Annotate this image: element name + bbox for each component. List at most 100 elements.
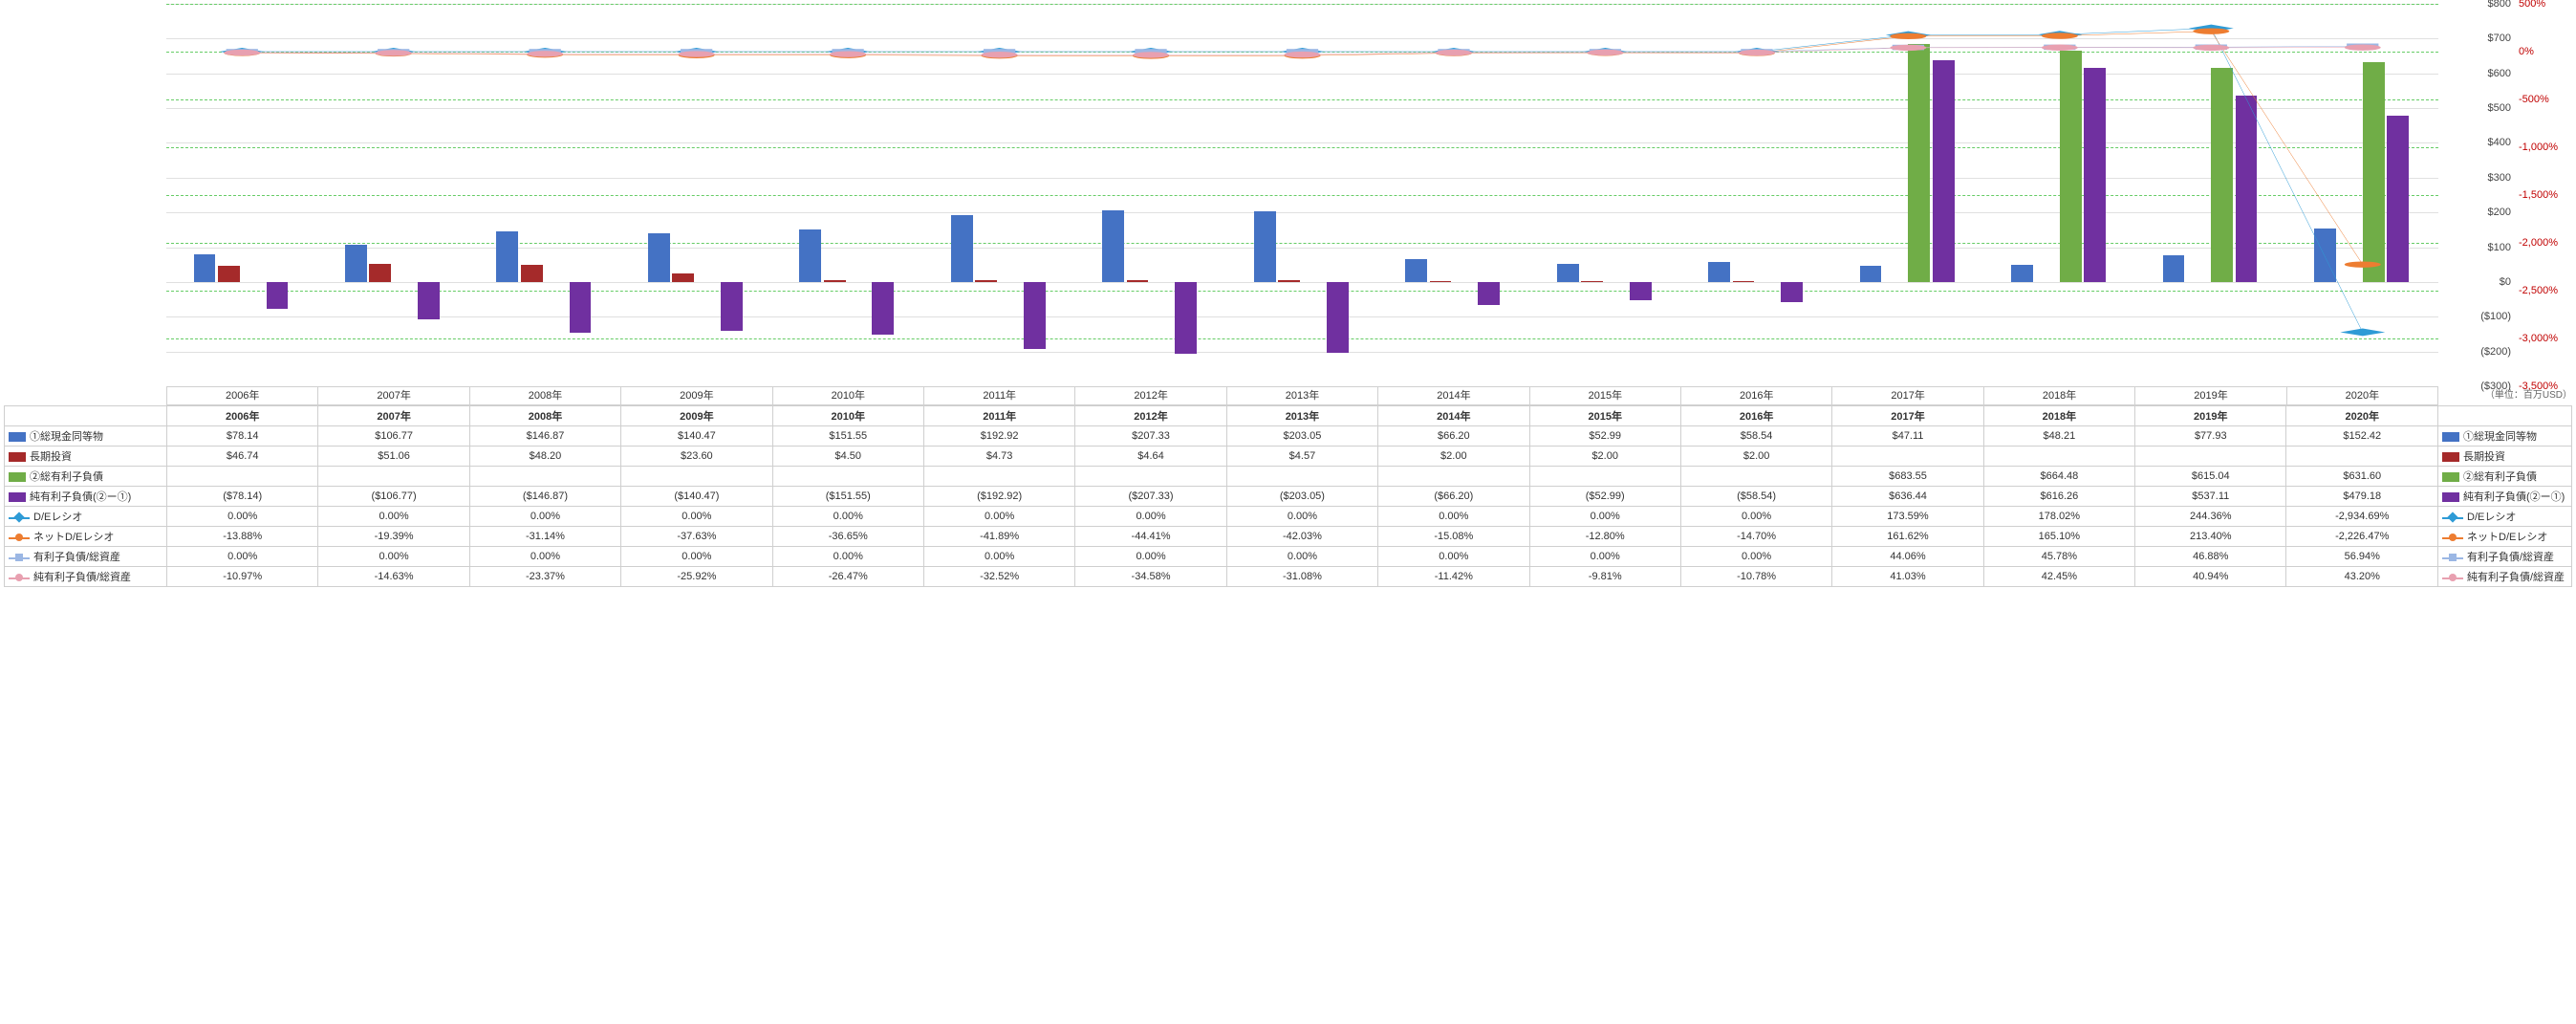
legend-header-blank bbox=[2438, 406, 2572, 426]
x-axis-label: 2010年 bbox=[772, 386, 923, 405]
data-cell: $58.54 bbox=[1680, 426, 1831, 447]
legend-cell: ②総有利子負債 bbox=[2438, 467, 2572, 487]
marker-de bbox=[2340, 329, 2385, 337]
data-cell: -26.47% bbox=[772, 567, 923, 587]
line-de bbox=[242, 29, 2363, 333]
legend-cell: 有利子負債/総資産 bbox=[2438, 547, 2572, 567]
data-cell: -37.63% bbox=[621, 527, 772, 547]
data-cell: 161.62% bbox=[1832, 527, 1983, 547]
row-label: ネットD/Eレシオ bbox=[5, 527, 167, 547]
data-cell: 0.00% bbox=[1378, 507, 1529, 527]
x-axis-label: 2007年 bbox=[317, 386, 468, 405]
legend-cell: D/Eレシオ bbox=[2438, 507, 2572, 527]
data-cell: $47.11 bbox=[1832, 426, 1983, 447]
data-cell: ($52.99) bbox=[1529, 487, 1680, 507]
year-header: 2011年 bbox=[923, 406, 1074, 426]
data-cell: -14.70% bbox=[1680, 527, 1831, 547]
year-header: 2018年 bbox=[1983, 406, 2134, 426]
data-cell: 56.94% bbox=[2286, 547, 2438, 567]
y-left-tick: ($100) bbox=[2457, 311, 2511, 322]
series-name: 純有利子負債/総資産 bbox=[33, 572, 131, 583]
series-name: D/Eレシオ bbox=[33, 512, 82, 523]
data-cell: -2,226.47% bbox=[2286, 527, 2438, 547]
data-cell: 0.00% bbox=[167, 547, 318, 567]
data-cell: 0.00% bbox=[1680, 507, 1831, 527]
x-axis-label: 2011年 bbox=[923, 386, 1074, 405]
data-cell: ($207.33) bbox=[1075, 487, 1226, 507]
data-cell bbox=[1832, 447, 1983, 467]
y-left-tick: ($200) bbox=[2457, 346, 2511, 358]
series-name: 純有利子負債(②ー①) bbox=[30, 491, 131, 503]
data-cell: ($66.20) bbox=[1378, 487, 1529, 507]
data-cell bbox=[167, 467, 318, 487]
data-cell: $48.20 bbox=[469, 447, 620, 467]
data-cell: -32.52% bbox=[923, 567, 1074, 587]
data-cell bbox=[2286, 447, 2438, 467]
data-cell: $77.93 bbox=[2135, 426, 2286, 447]
x-axis-label: 2014年 bbox=[1377, 386, 1528, 405]
y-left-tick: $800 bbox=[2457, 0, 2511, 10]
data-cell: 0.00% bbox=[167, 507, 318, 527]
x-axis-label: 2006年 bbox=[166, 386, 317, 405]
data-cell: ($140.47) bbox=[621, 487, 772, 507]
data-cell: -31.08% bbox=[1226, 567, 1377, 587]
marker-netdebt_ta bbox=[1587, 50, 1623, 55]
y-right-tick: -3,000% bbox=[2519, 333, 2572, 344]
data-cell: 173.59% bbox=[1832, 507, 1983, 527]
data-cell: -41.89% bbox=[923, 527, 1074, 547]
table-row: ②総有利子負債$683.55$664.48$615.04$631.60②総有利子… bbox=[5, 467, 2572, 487]
data-cell: ($203.05) bbox=[1226, 487, 1377, 507]
data-cell: 42.45% bbox=[1983, 567, 2134, 587]
year-header: 2020年 bbox=[2286, 406, 2438, 426]
data-cell: $615.04 bbox=[2135, 467, 2286, 487]
legend-cell: 純有利子負債(②ー①) bbox=[2438, 487, 2572, 507]
data-cell: $2.00 bbox=[1529, 447, 1680, 467]
year-header: 2014年 bbox=[1378, 406, 1529, 426]
row-label: ②総有利子負債 bbox=[5, 467, 167, 487]
marker-netdebt_ta bbox=[1739, 50, 1775, 55]
data-cell bbox=[772, 467, 923, 487]
year-header: 2010年 bbox=[772, 406, 923, 426]
data-cell: 0.00% bbox=[318, 547, 469, 567]
marker-netdebt_ta bbox=[376, 50, 412, 55]
marker-netde bbox=[1890, 33, 1926, 39]
marker-netde bbox=[2345, 261, 2381, 267]
row-label: 有利子負債/総資産 bbox=[5, 547, 167, 567]
legend-cell: 長期投資 bbox=[2438, 447, 2572, 467]
y-right-tick: -1,500% bbox=[2519, 189, 2572, 201]
row-label: 純有利子負債/総資産 bbox=[5, 567, 167, 587]
data-cell: ($78.14) bbox=[167, 487, 318, 507]
data-cell: 41.03% bbox=[1832, 567, 1983, 587]
series-name: 純有利子負債/総資産 bbox=[2467, 572, 2565, 583]
series-name: ①総現金同等物 bbox=[2463, 431, 2537, 443]
data-cell: $4.73 bbox=[923, 447, 1074, 467]
data-cell: ($58.54) bbox=[1680, 487, 1831, 507]
data-cell: $616.26 bbox=[1983, 487, 2134, 507]
y-right-tick: -1,000% bbox=[2519, 142, 2572, 153]
x-axis-label: 2012年 bbox=[1074, 386, 1225, 405]
marker-netdebt_ta bbox=[830, 51, 866, 56]
row-label: D/Eレシオ bbox=[5, 507, 167, 527]
data-cell: $631.60 bbox=[2286, 467, 2438, 487]
data-cell: 46.88% bbox=[2135, 547, 2286, 567]
y-left-tick: $500 bbox=[2457, 102, 2511, 114]
year-header: 2019年 bbox=[2135, 406, 2286, 426]
row-label: ①総現金同等物 bbox=[5, 426, 167, 447]
data-cell: -11.42% bbox=[1378, 567, 1529, 587]
data-cell: $664.48 bbox=[1983, 467, 2134, 487]
marker-netdebt_ta bbox=[982, 52, 1018, 57]
row-label-blank bbox=[5, 406, 167, 426]
marker-netdebt_ta bbox=[2345, 44, 2381, 50]
table-row: ①総現金同等物$78.14$106.77$146.87$140.47$151.5… bbox=[5, 426, 2572, 447]
marker-netde bbox=[2042, 33, 2078, 38]
year-header: 2012年 bbox=[1075, 406, 1226, 426]
data-cell: $4.64 bbox=[1075, 447, 1226, 467]
data-cell: 0.00% bbox=[1680, 547, 1831, 567]
data-cell: -36.65% bbox=[772, 527, 923, 547]
x-axis-label: 2015年 bbox=[1529, 386, 1680, 405]
data-cell: 0.00% bbox=[1378, 547, 1529, 567]
data-cell: $636.44 bbox=[1832, 487, 1983, 507]
data-cell: -13.88% bbox=[167, 527, 318, 547]
data-cell: -12.80% bbox=[1529, 527, 1680, 547]
data-cell bbox=[469, 467, 620, 487]
